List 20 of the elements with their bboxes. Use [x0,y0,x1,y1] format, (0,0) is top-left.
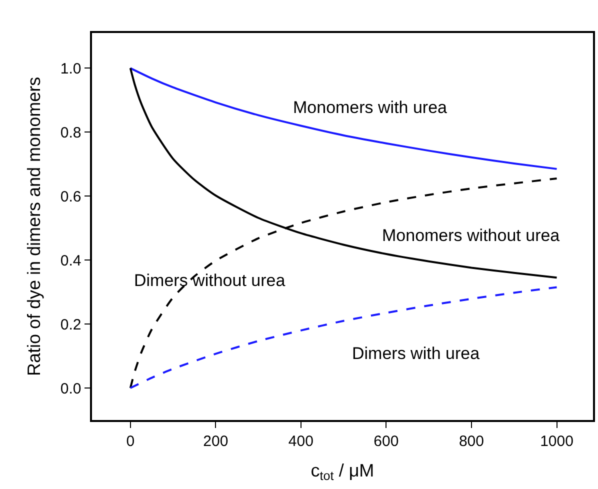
annotation: Monomers with urea [293,98,448,117]
annotation: Dimers without urea [134,271,286,290]
x-axis-title: c$_{tot}$ / μM [310,460,374,484]
x-tick-label: 0 [126,432,135,450]
y-tick-label: 0.0 [60,380,82,398]
y-tick-label: 1.0 [60,60,82,78]
x-tick-label: 600 [374,432,399,450]
y-tick-label: 0.2 [60,316,82,334]
x-tick-label: 400 [288,432,314,450]
y-tick-label: 0.4 [60,252,82,270]
y-axis-title: Ratio of dye in dimers and monomers [24,76,44,376]
x-tick-label: 200 [203,432,228,450]
line-series [129,67,558,170]
annotation: Monomers without urea [382,226,560,245]
y-tick-label: 0.8 [60,124,82,142]
y-tick-label: 0.6 [60,188,82,206]
annotation: Dimers with urea [352,344,480,363]
x-tick-label: 800 [458,432,484,450]
line-series [129,286,558,390]
x-tick-label: 1000 [540,432,574,450]
